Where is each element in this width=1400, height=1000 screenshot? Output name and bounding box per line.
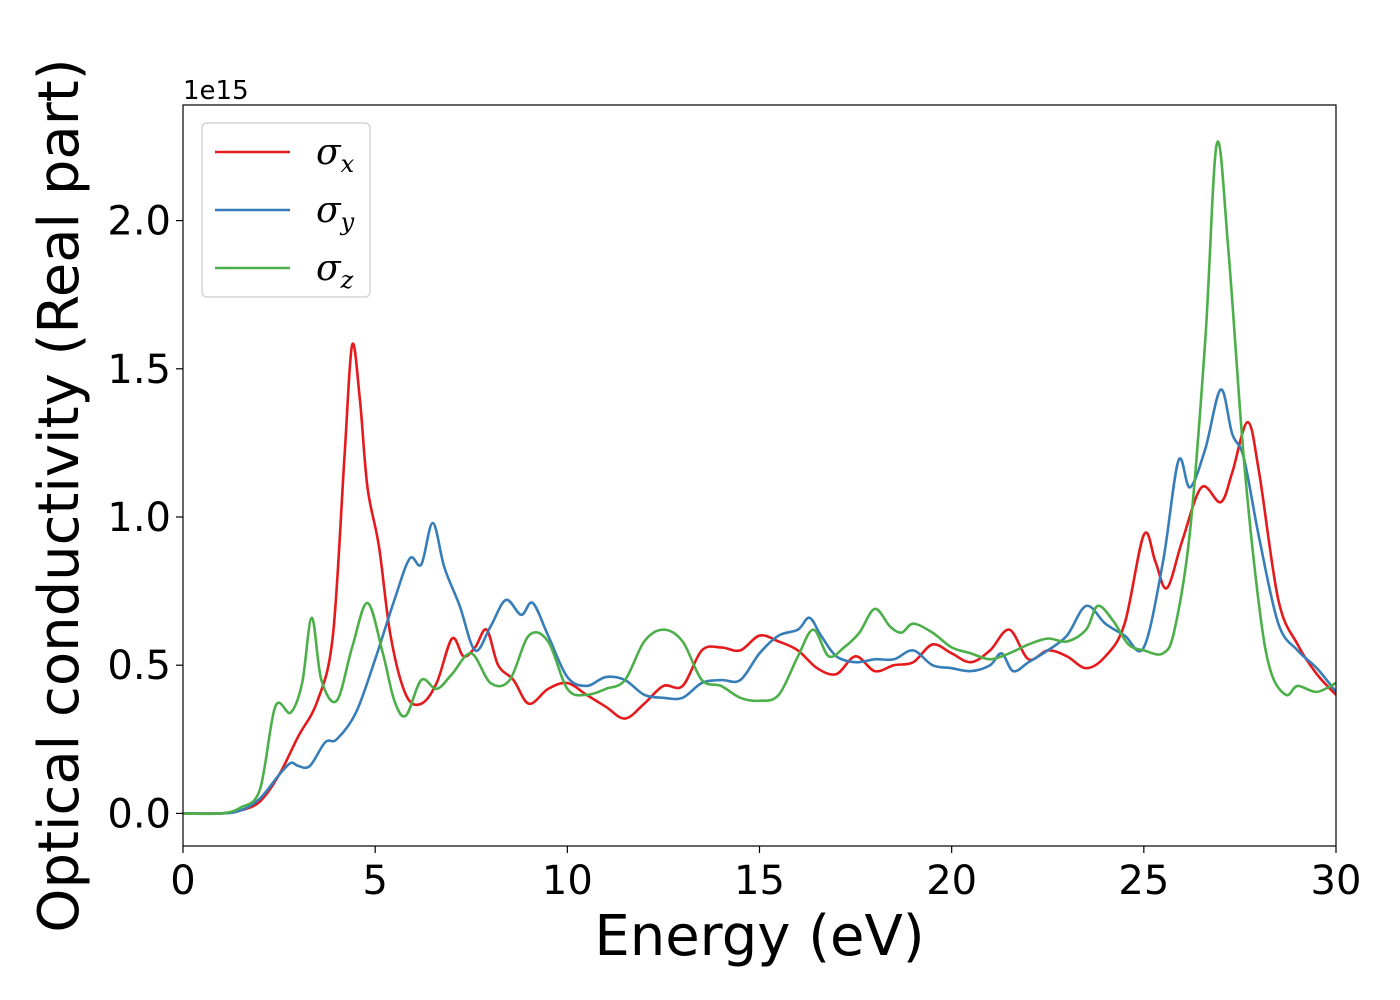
series-line-y: [183, 388, 1336, 815]
y-tick-label: 0.5: [107, 643, 171, 689]
plot-frame: [182, 104, 1337, 847]
x-tick-label: 10: [542, 858, 593, 904]
legend-label-y: σy: [316, 190, 355, 236]
y-axis-label: Optical conductivity (Real part): [27, 58, 92, 932]
legend: σx σy σz: [201, 122, 371, 298]
y-tick-label: 1.5: [107, 347, 171, 393]
legend-label-x: σx: [316, 132, 355, 178]
series-line-z: [183, 140, 1336, 816]
legend-label-z: σz: [316, 248, 354, 294]
x-tick-label: 0: [170, 858, 195, 904]
y-offset-label: 1e15: [183, 76, 249, 106]
y-tick-label: 2.0: [107, 199, 171, 245]
x-tick-label: 5: [362, 858, 387, 904]
x-tick-label: 15: [734, 858, 785, 904]
x-tick-label: 20: [926, 858, 977, 904]
y-tick-label: 1.0: [107, 495, 171, 541]
y-axis-ticks: 0.0 0.5 1.0 1.5 2.0: [107, 199, 183, 837]
y-tick-label: 0.0: [107, 791, 171, 837]
series-line-x: [183, 342, 1336, 815]
x-axis-label: Energy (eV): [594, 904, 924, 969]
x-axis-ticks: 0 5 10 15 20 25 30: [170, 846, 1361, 904]
x-tick-label: 30: [1311, 858, 1362, 904]
series-layer: [183, 140, 1336, 816]
x-tick-label: 25: [1118, 858, 1169, 904]
